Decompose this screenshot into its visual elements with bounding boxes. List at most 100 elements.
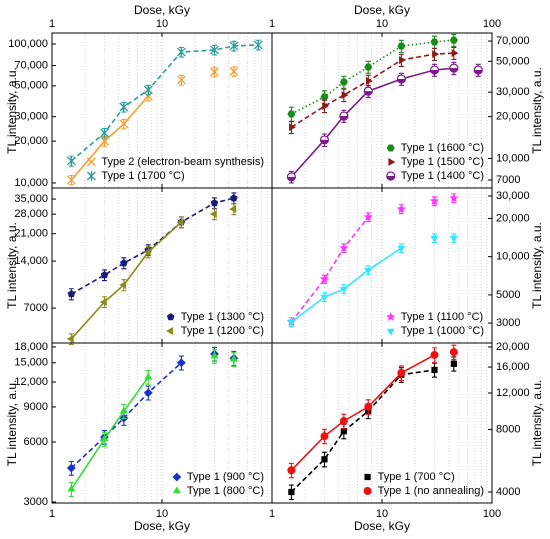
marker-shape — [451, 49, 459, 58]
marker-shape — [364, 63, 373, 71]
series-line — [70, 221, 182, 340]
marker-shape — [450, 360, 457, 367]
marker — [143, 248, 151, 257]
marker — [320, 294, 329, 302]
marker-shape — [66, 334, 74, 343]
legend-marker — [363, 487, 372, 495]
marker-shape — [340, 428, 347, 435]
marker-shape — [172, 486, 181, 494]
legend-label: Type 1 (800 °C) — [187, 485, 264, 497]
marker-shape — [143, 248, 151, 257]
marker — [100, 271, 109, 279]
legend-label: Type 1 (no annealing) — [378, 485, 484, 497]
marker — [209, 210, 217, 219]
marker-shape — [322, 102, 330, 111]
y-tick-label: 30,000 — [496, 86, 530, 98]
marker-shape — [176, 47, 186, 57]
legend-marker — [86, 157, 96, 167]
marker — [66, 334, 74, 343]
marker-shape — [172, 472, 182, 482]
y-axis-label: TL intensity, a.u. — [5, 222, 19, 309]
y-tick-label: 9000 — [24, 401, 48, 413]
marker — [397, 368, 406, 377]
y-tick-label: 3000 — [24, 496, 48, 508]
marker — [253, 40, 263, 50]
marker — [364, 267, 373, 275]
marker — [67, 484, 76, 492]
y-tick-label: 20,000 — [14, 135, 48, 147]
marker-shape — [100, 434, 109, 442]
marker-half — [449, 68, 458, 73]
legend-marker — [86, 171, 96, 181]
legend-marker — [386, 312, 396, 321]
marker-shape — [86, 157, 96, 167]
legend-label: Type 1 (1500 °C) — [401, 156, 484, 168]
marker — [429, 196, 440, 205]
marker-shape — [363, 487, 372, 495]
marker — [210, 45, 219, 55]
marker — [176, 47, 186, 57]
y-tick-label: 12,000 — [14, 376, 48, 388]
marker-half — [364, 91, 373, 96]
marker-shape — [210, 45, 219, 55]
marker — [319, 135, 330, 145]
marker-shape — [339, 417, 348, 426]
x-tick-label: 100 — [483, 508, 501, 520]
y-tick-label: 20,000 — [496, 111, 530, 123]
marker-shape — [229, 66, 239, 76]
marker-shape — [431, 366, 438, 374]
marker-shape — [449, 36, 458, 44]
marker — [119, 102, 129, 112]
marker-shape — [67, 290, 76, 298]
y-axis-label: TL intensity, a.u. — [530, 380, 544, 467]
marker-shape — [432, 50, 440, 59]
marker-shape — [67, 484, 76, 492]
marker — [396, 204, 406, 213]
y-tick-label: 5000 — [496, 289, 520, 301]
marker — [176, 218, 184, 227]
marker — [341, 91, 349, 100]
marker-shape — [429, 196, 440, 205]
marker — [339, 286, 348, 294]
x-tick-label: 10 — [376, 508, 388, 520]
legend-label: Type 1 (1700 °C) — [101, 170, 184, 182]
series-line — [290, 247, 402, 323]
y-tick-label: 12,000 — [496, 387, 530, 399]
marker-shape — [397, 245, 406, 253]
marker — [143, 388, 153, 398]
legend-label: Type 1 (1200 °C) — [181, 325, 264, 337]
marker-shape — [287, 319, 296, 327]
y-tick-label: 4000 — [496, 486, 520, 498]
marker — [289, 123, 296, 132]
marker-shape — [66, 175, 76, 185]
marker — [176, 75, 186, 85]
marker — [119, 406, 128, 414]
marker-shape — [449, 348, 458, 357]
marker-shape — [100, 128, 109, 138]
marker-shape — [209, 210, 217, 219]
marker-half — [386, 176, 395, 180]
marker-shape — [210, 199, 219, 207]
marker — [229, 66, 239, 76]
x-tick-label: 1 — [269, 508, 275, 520]
y-tick-label: 16,000 — [496, 361, 530, 373]
y-tick-label: 10,000 — [496, 152, 530, 164]
x-tick-label: 10 — [156, 18, 168, 30]
marker-shape — [86, 171, 96, 181]
marker-shape — [100, 136, 109, 146]
y-axis-label: TL intensity, a.u. — [5, 67, 19, 154]
marker — [100, 434, 109, 442]
marker — [287, 110, 296, 118]
marker — [66, 175, 76, 185]
marker — [449, 235, 458, 243]
marker — [339, 243, 349, 252]
marker-shape — [100, 271, 109, 279]
marker-shape — [364, 473, 371, 481]
marker-shape — [449, 235, 458, 243]
x-tick-label: 100 — [483, 18, 501, 30]
marker — [67, 290, 76, 298]
legend-label: Type 2 (electron-beam synthesis) — [101, 156, 264, 168]
marker-shape — [176, 218, 184, 227]
marker — [100, 128, 109, 138]
marker — [229, 205, 237, 214]
